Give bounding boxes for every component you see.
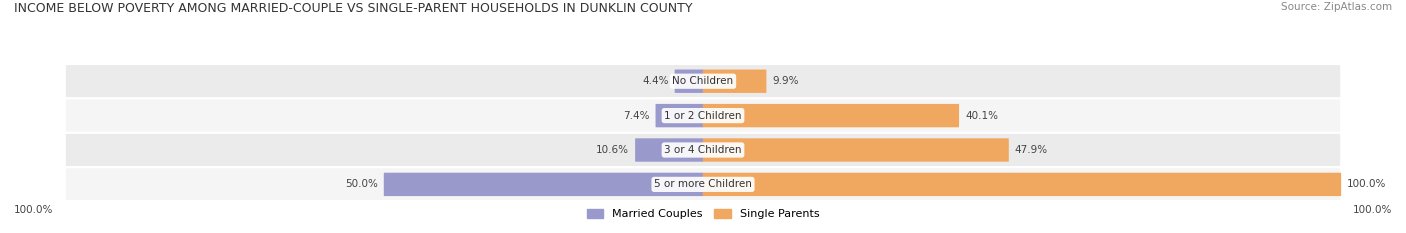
Text: 40.1%: 40.1% [965, 111, 998, 121]
FancyBboxPatch shape [65, 133, 1341, 167]
FancyBboxPatch shape [65, 64, 1341, 98]
FancyBboxPatch shape [703, 173, 1341, 196]
FancyBboxPatch shape [655, 104, 703, 127]
FancyBboxPatch shape [636, 138, 703, 162]
FancyBboxPatch shape [703, 104, 959, 127]
FancyBboxPatch shape [65, 167, 1341, 202]
FancyBboxPatch shape [65, 98, 1341, 133]
FancyBboxPatch shape [703, 138, 1010, 162]
Text: No Children: No Children [672, 76, 734, 86]
Legend: Married Couples, Single Parents: Married Couples, Single Parents [582, 205, 824, 224]
Text: 50.0%: 50.0% [344, 179, 378, 189]
Text: 47.9%: 47.9% [1015, 145, 1047, 155]
Text: 9.9%: 9.9% [772, 76, 799, 86]
FancyBboxPatch shape [384, 173, 703, 196]
Text: 100.0%: 100.0% [14, 205, 53, 215]
Text: 1 or 2 Children: 1 or 2 Children [664, 111, 742, 121]
Text: 4.4%: 4.4% [643, 76, 669, 86]
Text: 100.0%: 100.0% [1353, 205, 1392, 215]
FancyBboxPatch shape [703, 69, 766, 93]
Text: 100.0%: 100.0% [1347, 179, 1386, 189]
Text: 10.6%: 10.6% [596, 145, 628, 155]
FancyBboxPatch shape [675, 69, 703, 93]
Text: 5 or more Children: 5 or more Children [654, 179, 752, 189]
Text: Source: ZipAtlas.com: Source: ZipAtlas.com [1281, 2, 1392, 12]
Text: INCOME BELOW POVERTY AMONG MARRIED-COUPLE VS SINGLE-PARENT HOUSEHOLDS IN DUNKLIN: INCOME BELOW POVERTY AMONG MARRIED-COUPL… [14, 2, 693, 15]
Text: 7.4%: 7.4% [623, 111, 650, 121]
Text: 3 or 4 Children: 3 or 4 Children [664, 145, 742, 155]
